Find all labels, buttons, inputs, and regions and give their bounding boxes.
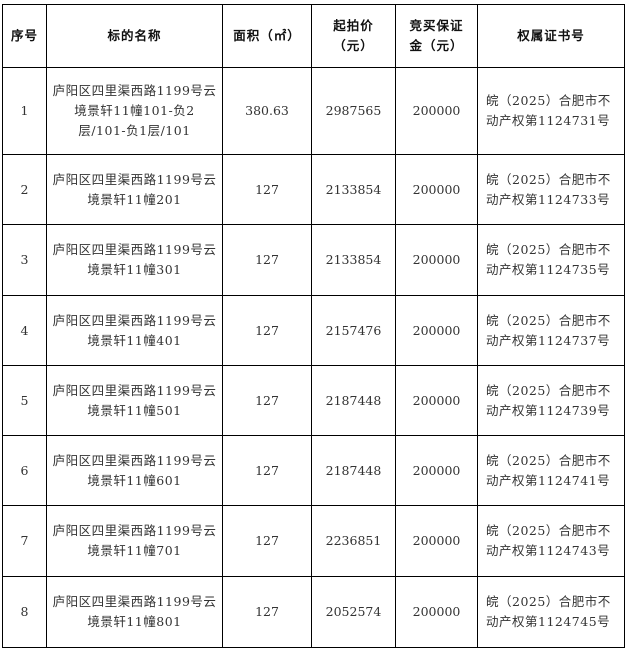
cell-deposit: 200000 [395,505,478,577]
table-row: 2 庐阳区四里渠西路1199号云境景轩11幢201 127 2133854 200000… [2,154,625,225]
header-price: 起拍价（元） [311,4,396,68]
cell-cert: 皖（2025）合肥市不动产权第1124731号 [477,67,625,155]
cell-no: 7 [2,505,47,577]
cell-price: 2157476 [311,295,396,366]
header-cert: 权属证书号 [477,4,625,68]
cell-name: 庐阳区四里渠西路1199号云境景轩11幢601 [46,435,223,506]
cell-deposit: 200000 [395,224,478,296]
cell-deposit: 200000 [395,435,478,506]
table-row: 6 庐阳区四里渠西路1199号云境景轩11幢601 127 2187448 200000… [2,435,625,506]
cell-price: 2133854 [311,154,396,225]
table-row: 5 庐阳区四里渠西路1199号云境景轩11幢501 127 2187448 200000… [2,365,625,436]
cell-no: 1 [2,67,47,155]
cell-area: 127 [222,365,312,436]
cell-cert: 皖（2025）合肥市不动产权第1124735号 [477,224,625,296]
header-area: 面积（㎡） [222,4,312,68]
table-row: 3 庐阳区四里渠西路1199号云境景轩11幢301 127 2133854 200000… [2,224,625,296]
cell-price: 2187448 [311,365,396,436]
cell-area: 127 [222,576,312,648]
cell-price: 2052574 [311,576,396,648]
cell-area: 127 [222,435,312,506]
cell-price: 2987565 [311,67,396,155]
cell-deposit: 200000 [395,365,478,436]
cell-area: 127 [222,505,312,577]
header-deposit: 竞买保证金（元） [395,4,478,68]
cell-cert: 皖（2025）合肥市不动产权第1124733号 [477,154,625,225]
cell-area: 380.63 [222,67,312,155]
header-row: 序号 标的名称 面积（㎡） 起拍价（元） 竞买保证金（元） 权属证书号 [2,4,625,68]
table-row: 1 庐阳区四里渠西路1199号云境景轩11幢101-负2层/101-负1层/101… [2,67,625,155]
auction-table: 序号 标的名称 面积（㎡） 起拍价（元） 竞买保证金（元） 权属证书号 1 庐阳区… [2,4,625,648]
cell-area: 127 [222,295,312,366]
cell-price: 2236851 [311,505,396,577]
cell-name: 庐阳区四里渠西路1199号云境景轩11幢101-负2层/101-负1层/101 [46,67,223,155]
cell-name: 庐阳区四里渠西路1199号云境景轩11幢201 [46,154,223,225]
cell-deposit: 200000 [395,295,478,366]
cell-price: 2187448 [311,435,396,506]
cell-cert: 皖（2025）合肥市不动产权第1124743号 [477,505,625,577]
cell-no: 8 [2,576,47,648]
cell-name: 庐阳区四里渠西路1199号云境景轩11幢401 [46,295,223,366]
cell-cert: 皖（2025）合肥市不动产权第1124745号 [477,576,625,648]
cell-cert: 皖（2025）合肥市不动产权第1124737号 [477,295,625,366]
cell-name: 庐阳区四里渠西路1199号云境景轩11幢301 [46,224,223,296]
cell-no: 4 [2,295,47,366]
cell-no: 5 [2,365,47,436]
cell-area: 127 [222,154,312,225]
cell-cert: 皖（2025）合肥市不动产权第1124739号 [477,365,625,436]
cell-cert: 皖（2025）合肥市不动产权第1124741号 [477,435,625,506]
cell-price: 2133854 [311,224,396,296]
table-row: 4 庐阳区四里渠西路1199号云境景轩11幢401 127 2157476 200000… [2,295,625,366]
cell-deposit: 200000 [395,67,478,155]
cell-area: 127 [222,224,312,296]
cell-name: 庐阳区四里渠西路1199号云境景轩11幢801 [46,576,223,648]
header-name: 标的名称 [46,4,223,68]
cell-deposit: 200000 [395,576,478,648]
table-row: 7 庐阳区四里渠西路1199号云境景轩11幢701 127 2236851 200000… [2,505,625,577]
cell-no: 6 [2,435,47,506]
cell-name: 庐阳区四里渠西路1199号云境景轩11幢501 [46,365,223,436]
cell-no: 3 [2,224,47,296]
cell-deposit: 200000 [395,154,478,225]
cell-name: 庐阳区四里渠西路1199号云境景轩11幢701 [46,505,223,577]
cell-no: 2 [2,154,47,225]
header-no: 序号 [2,4,47,68]
table-row: 8 庐阳区四里渠西路1199号云境景轩11幢801 127 2052574 200000… [2,576,625,648]
